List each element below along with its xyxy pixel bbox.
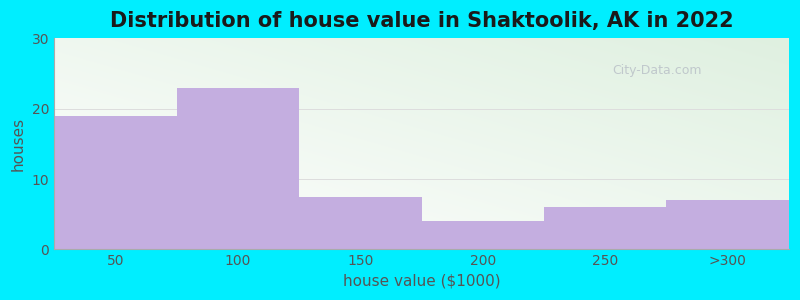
Bar [177,88,299,250]
Text: City-Data.com: City-Data.com [613,64,702,76]
X-axis label: house value ($1000): house value ($1000) [342,274,500,289]
Bar [666,200,789,250]
Title: Distribution of house value in Shaktoolik, AK in 2022: Distribution of house value in Shaktooli… [110,11,734,31]
Bar [299,197,422,250]
Y-axis label: houses: houses [11,117,26,171]
Bar [54,116,177,250]
Bar [422,221,544,250]
Bar [544,207,666,250]
